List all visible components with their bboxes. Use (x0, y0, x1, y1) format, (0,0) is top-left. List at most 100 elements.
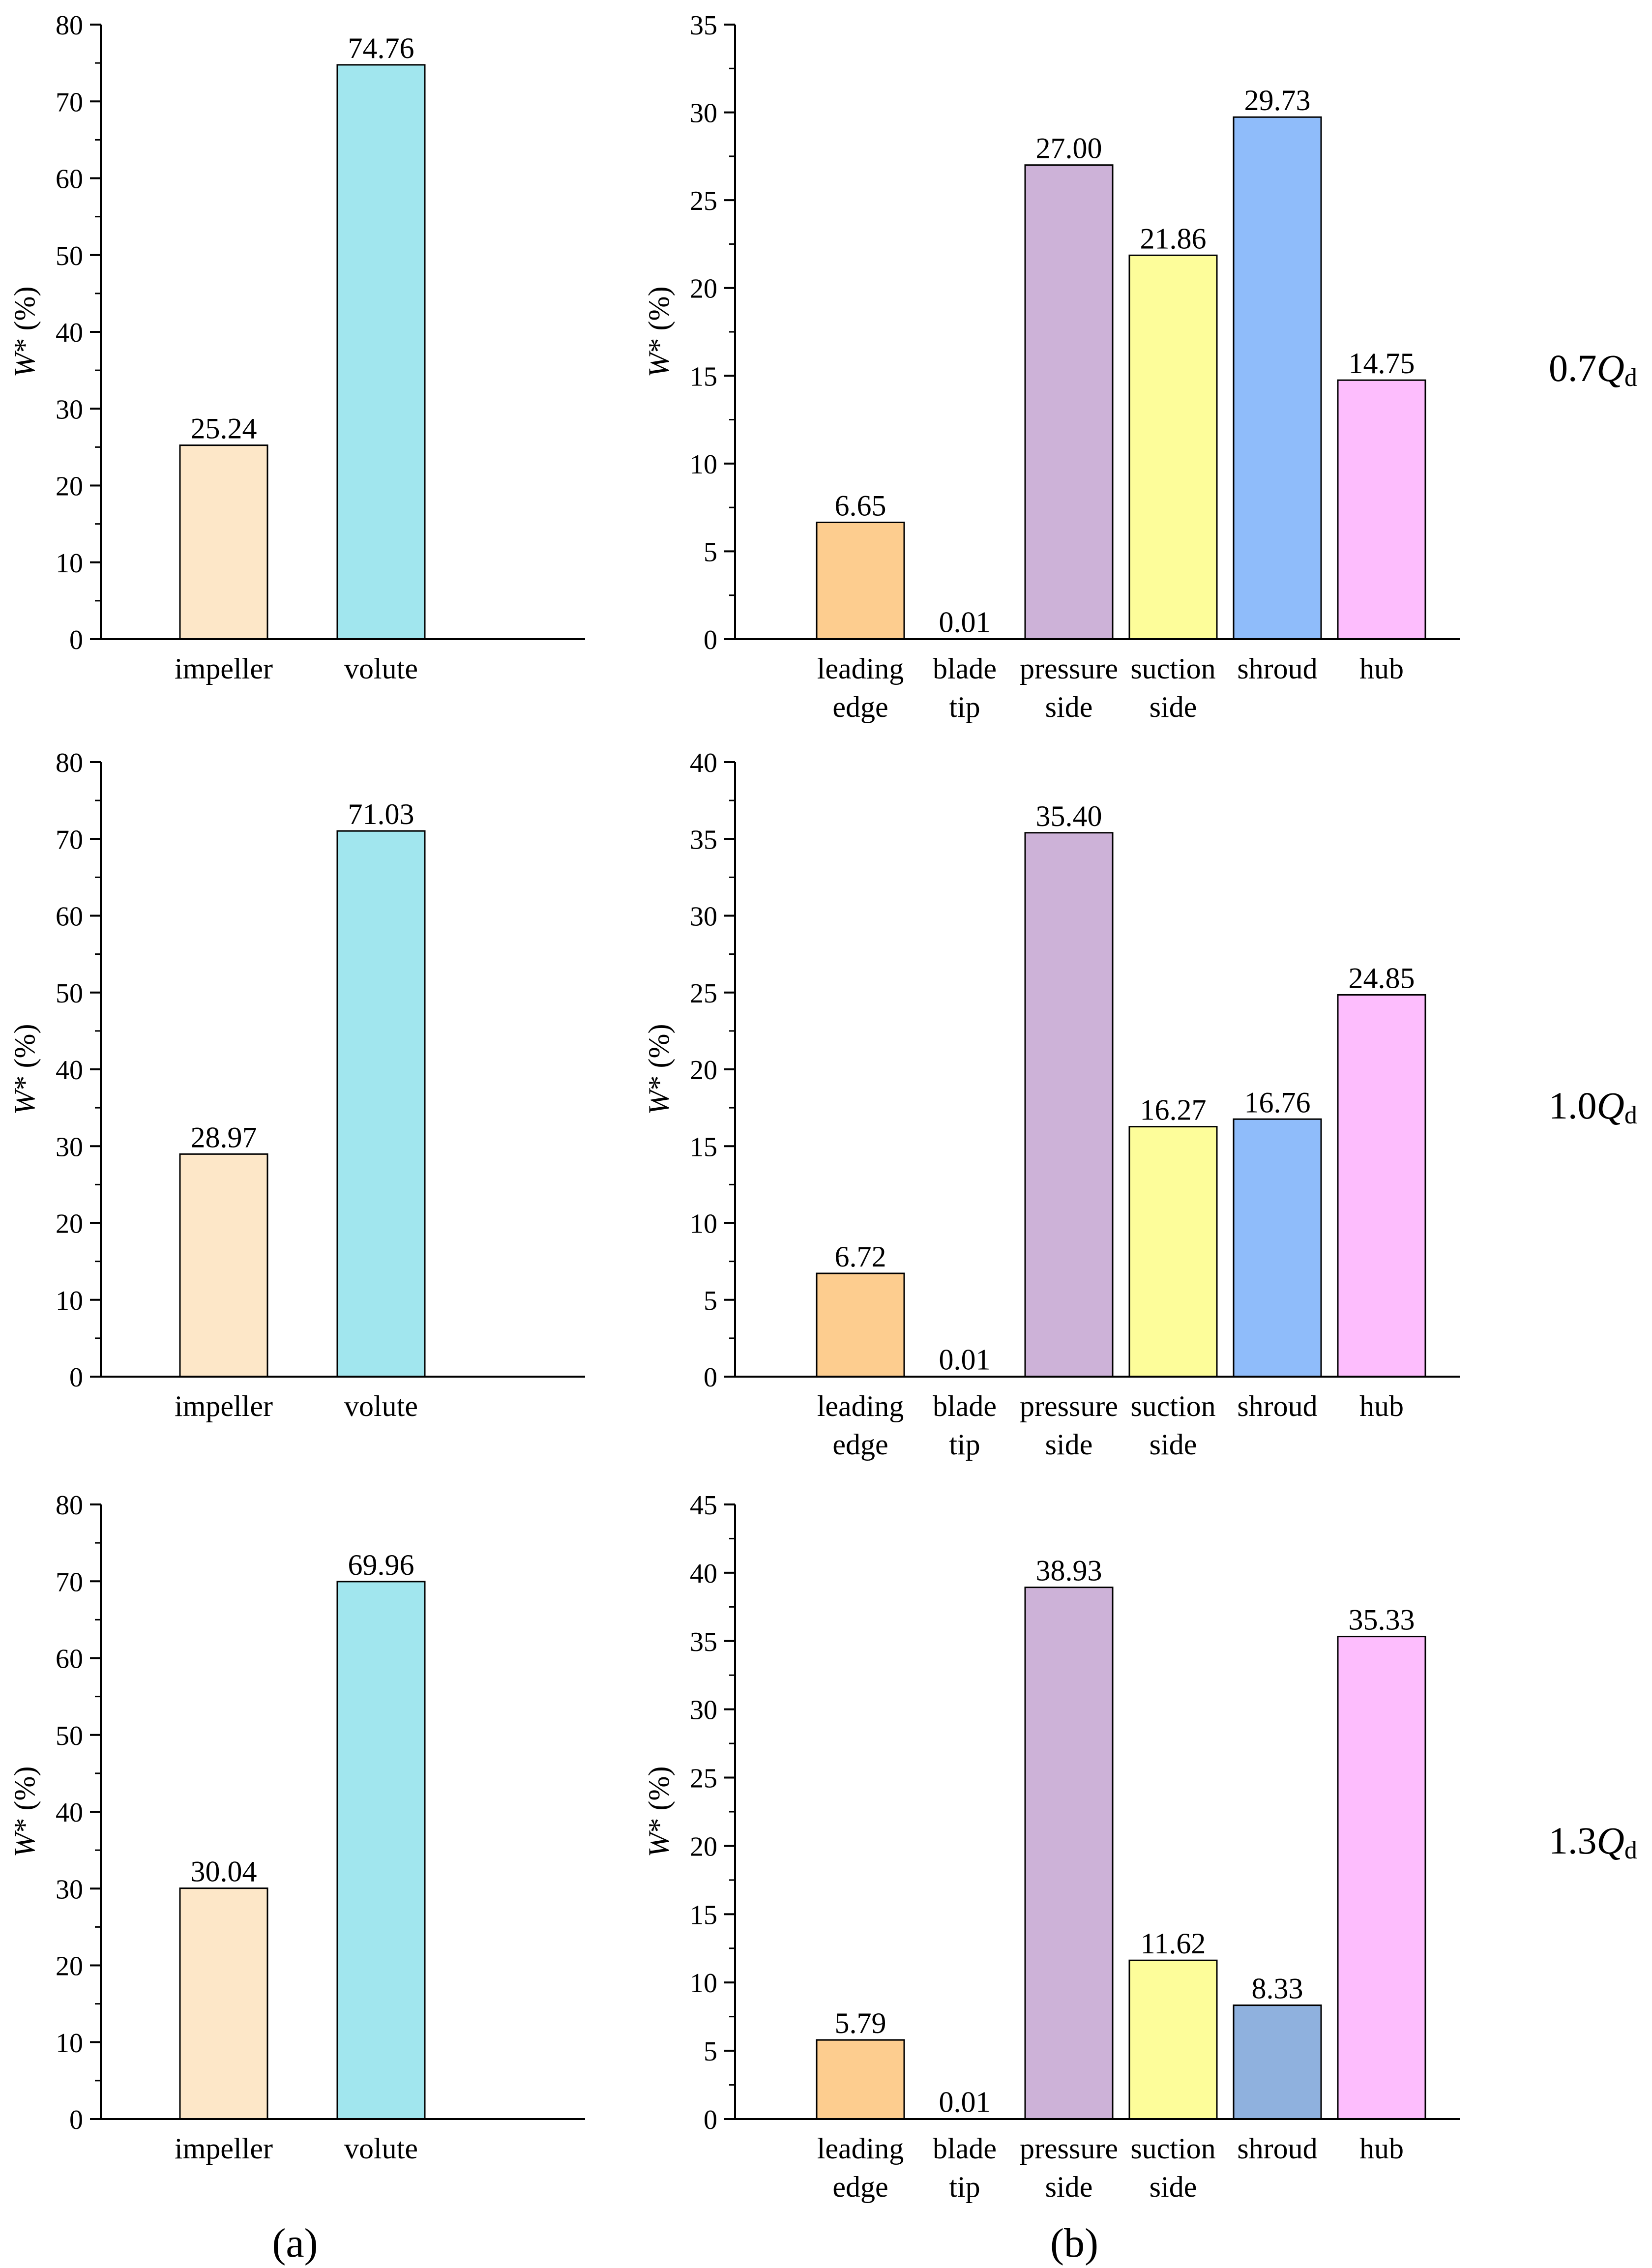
y-tick-label: 0 (704, 1362, 717, 1393)
y-axis-title: W* (%) (643, 1024, 675, 1115)
y-tick-label: 20 (690, 274, 717, 304)
y-tick-label: 15 (690, 361, 717, 392)
bar-impeller (179, 444, 268, 640)
y-tick-label: 5 (704, 1286, 717, 1316)
value-label: 74.76 (348, 32, 414, 64)
y-tick-label: 20 (56, 471, 83, 502)
y-axis-title: W* (%) (643, 287, 675, 378)
y-tick-label: 0 (69, 1362, 83, 1393)
value-label: 30.04 (191, 1856, 257, 1888)
chart-2: 6.65 leading edge 0.01 blade tip 27.00 pressure… (643, 10, 1460, 723)
bar-volute (336, 830, 426, 1378)
y-tick-label: 15 (690, 1900, 717, 1930)
value-label: 0.01 (939, 1344, 991, 1376)
svg-text:0.7Qd: 0.7Qd (1549, 347, 1637, 392)
value-label: 6.65 (835, 490, 886, 522)
bar-suction-side (1128, 1959, 1218, 2120)
bar-suction-side (1128, 1126, 1218, 1378)
category-label: hub (1359, 652, 1404, 685)
value-label: 24.85 (1349, 962, 1415, 994)
y-tick-label: 20 (690, 1831, 717, 1862)
category-label: side (1045, 691, 1093, 723)
value-label: 38.93 (1036, 1555, 1102, 1587)
y-tick-label: 30 (56, 394, 83, 425)
bar-hub (1337, 994, 1426, 1378)
category-label: blade (933, 2132, 997, 2165)
y-tick-label: 70 (56, 1567, 83, 1597)
y-tick-label: 5 (704, 537, 717, 567)
chart-3: 28.97 impeller 71.03 volute 0 10 20 30 40 50 60 70 8… (8, 748, 585, 1422)
panel-label-b: (b) (1050, 2220, 1098, 2266)
category-label: shroud (1237, 1390, 1317, 1422)
value-label: 0.01 (939, 606, 991, 639)
category-label: impeller (175, 2132, 273, 2165)
y-tick-label: 60 (56, 1644, 83, 1675)
y-tick-label: 40 (56, 1797, 83, 1828)
y-tick-label: 60 (56, 902, 83, 932)
value-label: 5.79 (835, 2007, 886, 2039)
bar-impeller (179, 1153, 268, 1378)
y-tick-label: 25 (690, 1764, 717, 1794)
category-label: volute (344, 652, 418, 685)
y-tick-label: 0 (704, 625, 717, 655)
y-tick-label: 35 (690, 1627, 717, 1657)
category-label: edge (832, 2171, 888, 2203)
y-tick-label: 50 (56, 978, 83, 1009)
y-tick-label: 40 (690, 748, 717, 778)
charts-group: 25.24impeller74.76volute0102030405060708… (8, 10, 1460, 2203)
y-tick-label: 40 (690, 1559, 717, 1589)
category-label: shroud (1237, 2132, 1317, 2165)
y-tick-label: 20 (56, 1209, 83, 1239)
value-label: 16.76 (1244, 1086, 1311, 1119)
category-label: tip (949, 2171, 980, 2203)
bar-impeller (179, 1887, 268, 2120)
category-label: shroud (1237, 652, 1317, 685)
category-label: hub (1359, 2132, 1404, 2165)
category-label: tip (949, 691, 980, 723)
y-tick-label: 70 (56, 87, 83, 118)
category-label: volute (344, 1390, 418, 1422)
y-tick-label: 80 (56, 10, 83, 41)
category-label: edge (832, 1428, 888, 1461)
y-tick-label: 10 (690, 449, 717, 480)
chart-1: 25.24 impeller 74.76 volute 0 10 20 30 40 50 60 70 8… (8, 10, 585, 685)
y-tick-label: 40 (56, 318, 83, 348)
y-tick-label: 10 (690, 1209, 717, 1239)
y-tick-label: 40 (56, 1055, 83, 1086)
category-label: leading (817, 652, 904, 685)
y-tick-label: 80 (56, 748, 83, 778)
bar-hub (1337, 1636, 1426, 2120)
bar-volute (336, 1581, 426, 2120)
value-label: 0.01 (939, 2086, 991, 2119)
value-label: 35.33 (1349, 1604, 1415, 1636)
y-tick-label: 10 (56, 2028, 83, 2059)
y-tick-label: 50 (56, 241, 83, 271)
value-label: 6.72 (835, 1240, 886, 1273)
category-label: suction (1130, 2132, 1215, 2165)
y-tick-label: 25 (690, 186, 717, 216)
bar-leading-edge (816, 1272, 905, 1378)
bar-pressure-side (1024, 164, 1114, 640)
bar-shroud (1233, 2004, 1322, 2120)
y-axis-title: W* (%) (8, 287, 41, 378)
bar-shroud (1233, 1118, 1322, 1378)
value-label: 16.27 (1140, 1094, 1207, 1126)
y-axis-title: W* (%) (643, 1767, 675, 1857)
y-axis-title: W* (%) (8, 1767, 41, 1857)
category-label: tip (949, 1428, 980, 1461)
svg-text:1.0Qd: 1.0Qd (1549, 1084, 1637, 1129)
category-label: leading (817, 1390, 904, 1422)
category-label: edge (832, 691, 888, 723)
y-tick-label: 0 (69, 625, 83, 655)
y-tick-label: 15 (690, 1132, 717, 1162)
category-label: volute (344, 2132, 418, 2165)
bar-suction-side (1128, 254, 1218, 640)
value-label: 8.33 (1252, 1973, 1303, 2005)
bar-leading-edge (816, 2039, 905, 2120)
y-tick-label: 80 (56, 1490, 83, 1521)
y-tick-label: 30 (56, 1132, 83, 1162)
category-label: blade (933, 1390, 997, 1422)
category-label: pressure (1020, 652, 1118, 685)
y-tick-label: 10 (56, 1286, 83, 1316)
